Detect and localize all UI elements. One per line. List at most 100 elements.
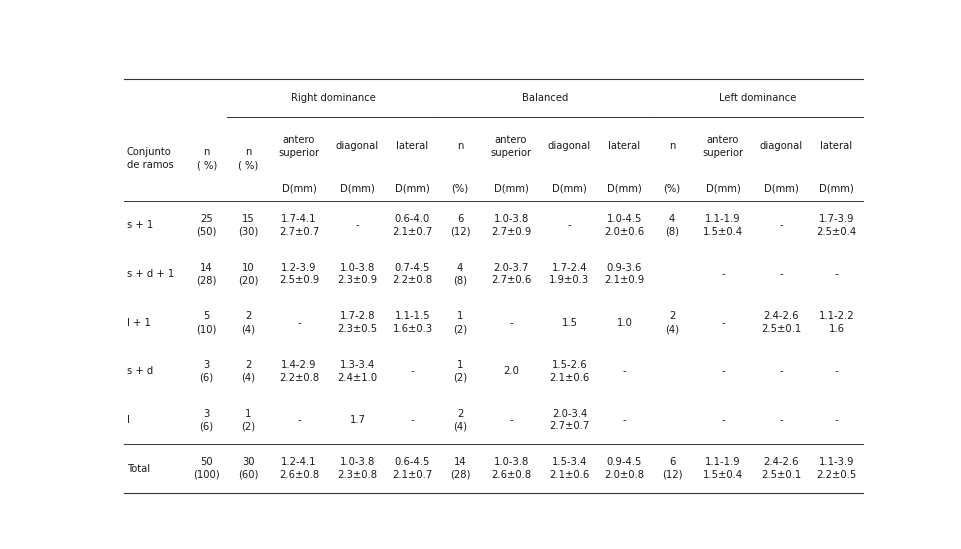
Text: -: - xyxy=(779,415,783,425)
Text: -: - xyxy=(721,415,725,425)
Text: s + d + 1: s + d + 1 xyxy=(127,269,174,279)
Text: -: - xyxy=(509,318,513,328)
Text: s + d: s + d xyxy=(127,366,153,376)
Text: antero
superior: antero superior xyxy=(279,135,320,158)
Text: 2.0-3.7
2.7±0.6: 2.0-3.7 2.7±0.6 xyxy=(491,262,531,285)
Text: 1.2-3.9
2.5±0.9: 1.2-3.9 2.5±0.9 xyxy=(279,262,319,285)
Text: antero
superior: antero superior xyxy=(702,135,744,158)
Text: 1.7-4.1
2.7±0.7: 1.7-4.1 2.7±0.7 xyxy=(279,214,319,237)
Text: -: - xyxy=(297,415,301,425)
Text: 1.7-2.4
1.9±0.3: 1.7-2.4 1.9±0.3 xyxy=(550,262,589,285)
Text: 1.2-4.1
2.6±0.8: 1.2-4.1 2.6±0.8 xyxy=(279,457,319,480)
Text: -: - xyxy=(721,366,725,376)
Text: Conjunto
de ramos: Conjunto de ramos xyxy=(127,148,174,170)
Text: 2
(4): 2 (4) xyxy=(241,311,255,334)
Text: 1.3-3.4
2.4±1.0: 1.3-3.4 2.4±1.0 xyxy=(337,360,378,383)
Text: -: - xyxy=(623,366,627,376)
Text: 2.4-2.6
2.5±0.1: 2.4-2.6 2.5±0.1 xyxy=(761,311,801,334)
Text: 0.6-4.5
2.1±0.7: 0.6-4.5 2.1±0.7 xyxy=(392,457,432,480)
Text: 5
(10): 5 (10) xyxy=(196,311,217,334)
Text: 1.0: 1.0 xyxy=(617,318,632,328)
Text: 1.1-2.2
1.6: 1.1-2.2 1.6 xyxy=(819,311,854,334)
Text: -: - xyxy=(623,415,627,425)
Text: 1.5-3.4
2.1±0.6: 1.5-3.4 2.1±0.6 xyxy=(550,457,589,480)
Text: 1.0-3.8
2.3±0.9: 1.0-3.8 2.3±0.9 xyxy=(337,262,378,285)
Text: 3
(6): 3 (6) xyxy=(200,360,213,383)
Text: 2.4-2.6
2.5±0.1: 2.4-2.6 2.5±0.1 xyxy=(761,457,801,480)
Text: D(mm): D(mm) xyxy=(340,183,375,193)
Text: s + 1: s + 1 xyxy=(127,221,153,231)
Text: 0.7-4.5
2.2±0.8: 0.7-4.5 2.2±0.8 xyxy=(392,262,432,285)
Text: -: - xyxy=(356,221,359,231)
Text: 1.7-3.9
2.5±0.4: 1.7-3.9 2.5±0.4 xyxy=(817,214,856,237)
Text: 1.5-2.6
2.1±0.6: 1.5-2.6 2.1±0.6 xyxy=(550,360,589,383)
Text: 15
(30): 15 (30) xyxy=(238,214,259,237)
Text: D(mm): D(mm) xyxy=(607,183,642,193)
Text: -: - xyxy=(297,318,301,328)
Text: 1.1-1.9
1.5±0.4: 1.1-1.9 1.5±0.4 xyxy=(703,457,743,480)
Text: 2.0-3.4
2.7±0.7: 2.0-3.4 2.7±0.7 xyxy=(550,408,589,432)
Text: D(mm): D(mm) xyxy=(552,183,587,193)
Text: Right dominance: Right dominance xyxy=(291,93,376,103)
Text: 6
(12): 6 (12) xyxy=(662,457,682,480)
Text: -: - xyxy=(835,366,838,376)
Text: 1.7: 1.7 xyxy=(350,415,365,425)
Text: 1.1-1.9
1.5±0.4: 1.1-1.9 1.5±0.4 xyxy=(703,214,743,237)
Text: diagonal: diagonal xyxy=(760,141,803,151)
Text: D(mm): D(mm) xyxy=(705,183,740,193)
Text: -: - xyxy=(509,415,513,425)
Text: -: - xyxy=(568,221,571,231)
Text: -: - xyxy=(779,366,783,376)
Text: 4
(8): 4 (8) xyxy=(453,262,467,285)
Text: n
( %): n ( %) xyxy=(197,148,217,170)
Text: 1.1-3.9
2.2±0.5: 1.1-3.9 2.2±0.5 xyxy=(817,457,856,480)
Text: lateral: lateral xyxy=(821,141,852,151)
Text: 50
(100): 50 (100) xyxy=(193,457,220,480)
Text: (%): (%) xyxy=(663,183,680,193)
Text: 1
(2): 1 (2) xyxy=(241,408,255,432)
Text: 1.0-3.8
2.3±0.8: 1.0-3.8 2.3±0.8 xyxy=(337,457,378,480)
Text: l + 1: l + 1 xyxy=(127,318,151,328)
Text: 1.0-4.5
2.0±0.6: 1.0-4.5 2.0±0.6 xyxy=(604,214,645,237)
Text: l: l xyxy=(127,415,130,425)
Text: 14
(28): 14 (28) xyxy=(196,262,217,285)
Text: Left dominance: Left dominance xyxy=(719,93,796,103)
Text: -: - xyxy=(721,269,725,279)
Text: n
( %): n ( %) xyxy=(238,148,259,170)
Text: 0.9-3.6
2.1±0.9: 0.9-3.6 2.1±0.9 xyxy=(604,262,645,285)
Text: diagonal: diagonal xyxy=(548,141,591,151)
Text: Total: Total xyxy=(127,463,150,474)
Text: -: - xyxy=(835,415,838,425)
Text: lateral: lateral xyxy=(396,141,429,151)
Text: lateral: lateral xyxy=(608,141,641,151)
Text: -: - xyxy=(721,318,725,328)
Text: n: n xyxy=(669,141,676,151)
Text: 25
(50): 25 (50) xyxy=(196,214,217,237)
Text: 0.6-4.0
2.1±0.7: 0.6-4.0 2.1±0.7 xyxy=(392,214,432,237)
Text: 1.4-2.9
2.2±0.8: 1.4-2.9 2.2±0.8 xyxy=(279,360,319,383)
Text: n: n xyxy=(456,141,463,151)
Text: 6
(12): 6 (12) xyxy=(450,214,470,237)
Text: 30
(60): 30 (60) xyxy=(238,457,259,480)
Text: D(mm): D(mm) xyxy=(764,183,799,193)
Text: D(mm): D(mm) xyxy=(819,183,854,193)
Text: 1.5: 1.5 xyxy=(561,318,578,328)
Text: 10
(20): 10 (20) xyxy=(238,262,259,285)
Text: -: - xyxy=(779,269,783,279)
Text: 1.7-2.8
2.3±0.5: 1.7-2.8 2.3±0.5 xyxy=(337,311,378,334)
Text: 1.0-3.8
2.6±0.8: 1.0-3.8 2.6±0.8 xyxy=(491,457,531,480)
Text: (%): (%) xyxy=(452,183,469,193)
Text: -: - xyxy=(410,415,414,425)
Text: 1.0-3.8
2.7±0.9: 1.0-3.8 2.7±0.9 xyxy=(491,214,531,237)
Text: D(mm): D(mm) xyxy=(395,183,430,193)
Text: 14
(28): 14 (28) xyxy=(450,457,470,480)
Text: 1.1-1.5
1.6±0.3: 1.1-1.5 1.6±0.3 xyxy=(392,311,432,334)
Text: 4
(8): 4 (8) xyxy=(665,214,679,237)
Text: 1
(2): 1 (2) xyxy=(453,360,467,383)
Text: D(mm): D(mm) xyxy=(282,183,316,193)
Text: -: - xyxy=(835,269,838,279)
Text: -: - xyxy=(410,366,414,376)
Text: 2
(4): 2 (4) xyxy=(241,360,255,383)
Text: diagonal: diagonal xyxy=(335,141,379,151)
Text: 2.0: 2.0 xyxy=(504,366,519,376)
